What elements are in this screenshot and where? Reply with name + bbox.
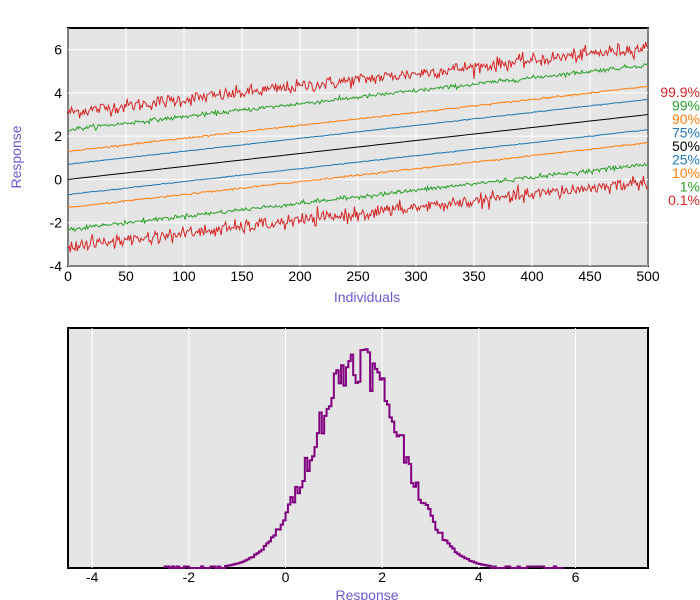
top-x-tick-label: 450 (578, 268, 602, 284)
legend-entry: 0.1% (668, 192, 700, 208)
top-legend: 99.9%99%90%75%50%25%10%1%0.1% (660, 84, 700, 208)
top-x-tick-label: 300 (404, 268, 428, 284)
top-y-axis-label: Response (8, 125, 24, 188)
bottom-x-axis-label: Response (335, 587, 398, 600)
histogram-steps (163, 348, 564, 569)
legend-entry: 99% (672, 98, 700, 114)
top-x-tick-label: 100 (172, 268, 196, 284)
series-line-7 (67, 162, 649, 233)
series-line-0 (67, 41, 649, 119)
series-line-5 (67, 129, 649, 196)
top-x-tick-label: 350 (462, 268, 486, 284)
top-y-tick-label: 2 (54, 128, 62, 144)
legend-entry: 1% (680, 179, 700, 195)
top-x-tick-label: 0 (64, 268, 72, 284)
legend-entry: 99.9% (660, 84, 700, 100)
top-y-tick-label: 6 (54, 42, 62, 58)
series-line-6 (67, 141, 649, 209)
legend-entry: 50% (672, 138, 700, 154)
top-y-tick-label: -2 (50, 215, 63, 231)
series-line-8 (67, 175, 649, 253)
series-line-1 (67, 62, 649, 132)
top-y-ticks: -4 -2 0 2 4 6 (50, 42, 63, 274)
top-series-group (67, 41, 649, 253)
top-x-tick-label: 50 (118, 268, 134, 284)
legend-entry: 90% (672, 111, 700, 127)
bottom-x-tick-label: 6 (572, 569, 580, 585)
bottom-x-tick-label: -2 (183, 569, 196, 585)
top-y-tick-label: -4 (50, 258, 63, 274)
legend-entry: 10% (672, 165, 700, 181)
legend-entry: 25% (672, 152, 700, 168)
bottom-x-tick-label: 2 (378, 569, 386, 585)
top-y-tick-label: 4 (54, 85, 62, 101)
top-x-ticks: 0 50 100 150 200 250 300 350 400 450 500 (64, 268, 660, 284)
series-line-2 (67, 85, 649, 153)
top-x-tick-label: 250 (346, 268, 370, 284)
top-y-tick-label: 0 (54, 171, 62, 187)
bottom-chart: -4 -2 0 2 4 6 Response (67, 327, 649, 600)
series-line-3 (67, 99, 649, 165)
series-line-4 (67, 114, 649, 180)
top-x-tick-label: 200 (288, 268, 312, 284)
bottom-grid (91, 328, 576, 568)
top-x-axis-label: Individuals (334, 289, 400, 305)
bottom-x-ticks: -4 -2 0 2 4 6 (86, 569, 580, 585)
top-x-tick-label: 150 (230, 268, 254, 284)
bottom-x-tick-label: 0 (282, 569, 290, 585)
top-chart: 0 50 100 150 200 250 300 350 400 450 500 -4-20246 … (8, 27, 700, 305)
top-x-tick-label: 500 (636, 268, 660, 284)
bottom-plot-area (67, 327, 649, 569)
top-x-tick-label: 400 (520, 268, 544, 284)
top-grid (67, 28, 649, 267)
bottom-x-tick-label: -4 (86, 569, 99, 585)
bottom-x-tick-label: 4 (475, 569, 483, 585)
legend-entry: 75% (672, 125, 700, 141)
